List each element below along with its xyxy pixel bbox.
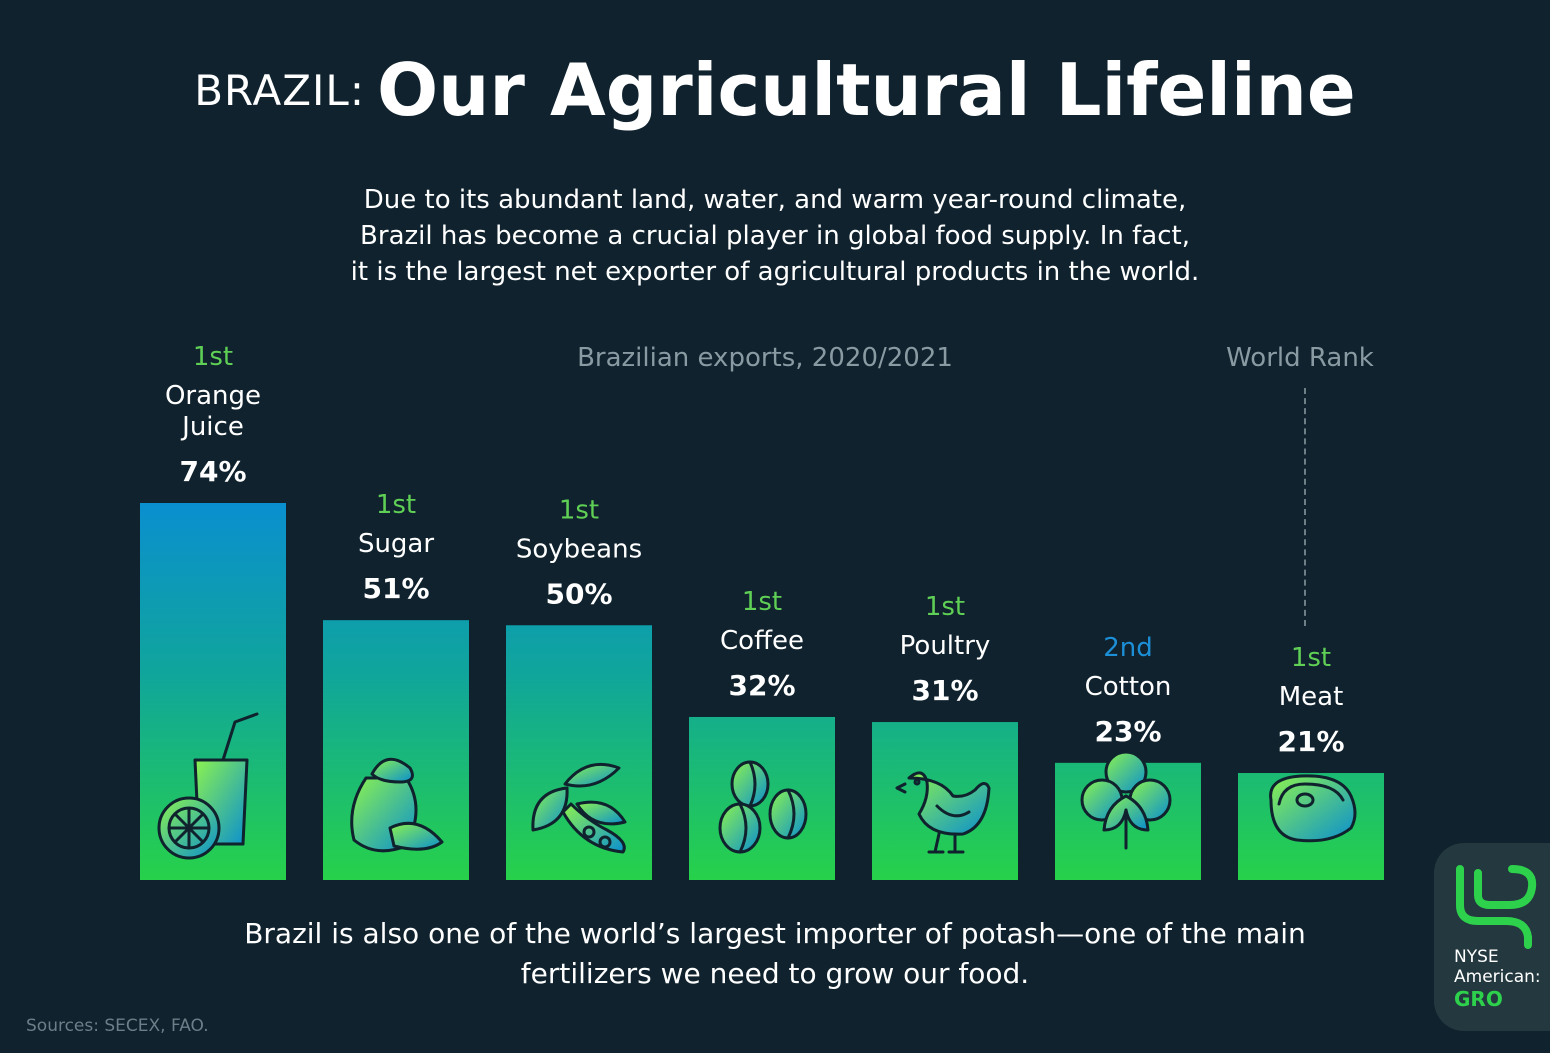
company-logo: NYSE American: GRO bbox=[1434, 843, 1550, 1031]
category-label-orange-juice-1: Orange bbox=[165, 381, 261, 411]
intro-line-1: Due to its abundant land, water, and war… bbox=[363, 185, 1187, 215]
logo-market: American: bbox=[1454, 967, 1541, 987]
orange-juice-icon bbox=[157, 712, 259, 860]
chicken-icon bbox=[895, 771, 991, 854]
intro-line-2: Brazil has become a crucial player in gl… bbox=[360, 221, 1190, 251]
steak-icon bbox=[1269, 774, 1357, 843]
category-label-sugar: Sugar bbox=[358, 529, 434, 559]
value-label-sugar: 51% bbox=[362, 572, 429, 605]
value-label-meat: 21% bbox=[1277, 725, 1344, 758]
value-label-orange-juice: 74% bbox=[179, 455, 246, 488]
category-label-soybeans: Soybeans bbox=[516, 534, 642, 564]
category-label-meat: Meat bbox=[1279, 682, 1344, 712]
value-label-soybeans: 50% bbox=[545, 577, 612, 610]
world-rank-label: World Rank bbox=[1226, 343, 1374, 373]
title-main: Our Agricultural Lifeline bbox=[376, 48, 1356, 132]
rank-label-coffee: 1st bbox=[742, 587, 782, 617]
value-label-cotton: 23% bbox=[1094, 715, 1161, 748]
sources-note: Sources: SECEX, FAO. bbox=[26, 1016, 209, 1036]
category-label-orange-juice-2: Juice bbox=[180, 412, 244, 442]
footer-line-1: Brazil is also one of the world’s larges… bbox=[244, 917, 1306, 950]
rank-label-cotton: 2nd bbox=[1103, 633, 1153, 663]
cotton-icon bbox=[1080, 750, 1172, 850]
rank-label-meat: 1st bbox=[1291, 643, 1331, 673]
category-label-coffee: Coffee bbox=[720, 626, 804, 656]
rank-label-orange-juice: 1st bbox=[193, 342, 233, 372]
rank-label-poultry: 1st bbox=[925, 592, 965, 622]
title-prefix: BRAZIL: bbox=[194, 65, 365, 115]
soybean-icon bbox=[531, 762, 627, 854]
logo-ticker: GRO bbox=[1454, 987, 1503, 1011]
coffee-bean-icon bbox=[718, 760, 808, 854]
footer-line-2: fertilizers we need to grow our food. bbox=[520, 957, 1030, 990]
chart-title: Brazilian exports, 2020/2021 bbox=[577, 343, 953, 373]
category-label-cotton: Cotton bbox=[1085, 672, 1172, 702]
rank-label-sugar: 1st bbox=[376, 490, 416, 520]
value-label-coffee: 32% bbox=[728, 669, 795, 702]
page-title: BRAZIL: Our Agricultural Lifeline bbox=[0, 48, 1550, 132]
category-label-poultry: Poultry bbox=[900, 631, 991, 661]
logo-exchange: NYSE bbox=[1454, 947, 1499, 967]
sugar-sack-icon bbox=[350, 757, 444, 853]
gro-leaf-icon bbox=[1456, 865, 1537, 949]
footer-note: Brazil is also one of the world’s larges… bbox=[0, 914, 1550, 994]
bar-soybeans bbox=[506, 625, 652, 880]
world-rank-guide-line bbox=[1304, 388, 1306, 626]
intro-line-3: it is the largest net exporter of agricu… bbox=[350, 257, 1200, 287]
rank-label-soybeans: 1st bbox=[559, 495, 599, 525]
value-label-poultry: 31% bbox=[911, 674, 978, 707]
